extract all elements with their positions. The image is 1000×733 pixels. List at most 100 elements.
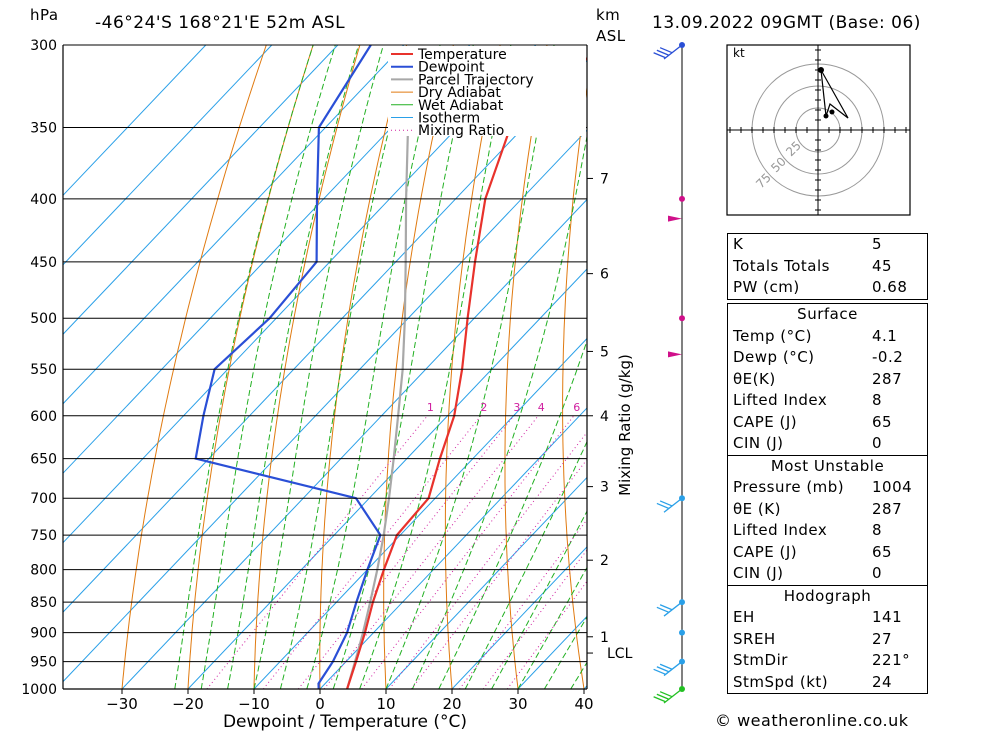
hodograph-row: SREH 27 — [728, 629, 927, 651]
isotherm-line — [253, 337, 587, 689]
hodograph-point — [818, 67, 824, 73]
pressure-tick-label: 900 — [30, 626, 57, 642]
asl-label: ASL — [596, 27, 626, 45]
most-unstable-title: Most Unstable — [770, 456, 885, 475]
pressure-tick-label: 450 — [30, 255, 57, 271]
isotherm-line — [63, 45, 339, 335]
pressure-tick-label: 400 — [30, 192, 57, 208]
surface-row: Temp (°C) 4.1 — [728, 326, 927, 348]
isotherm-line — [187, 268, 587, 689]
wind-barb — [663, 601, 683, 617]
hodograph-point — [823, 113, 829, 119]
index-row: Totals Totals 45 — [728, 256, 927, 278]
temperature-line — [346, 56, 587, 689]
x-tick-label: 30 — [508, 695, 527, 713]
most-unstable-value: 1004 — [872, 478, 913, 496]
pressure-tick-label: 1000 — [21, 682, 57, 698]
legend-entry: Wet Adiabat — [418, 98, 504, 114]
pressure-tick-label: 800 — [30, 563, 57, 579]
pressure-tick-label: 550 — [30, 362, 57, 378]
dry-adiabat-line — [504, 45, 548, 689]
mixing-ratio-value-label: 20 — [684, 401, 698, 414]
hodograph-table-title: Hodograph — [783, 586, 872, 605]
wind-barb-feather — [656, 606, 670, 613]
hodograph-label: StmSpd (kt) — [733, 672, 829, 691]
wind-barb — [663, 688, 683, 704]
x-tick-label: −10 — [238, 695, 270, 713]
km-tick-label: 7 — [600, 171, 609, 187]
km-tick-label: 2 — [600, 553, 609, 569]
hodograph-unit-label: kt — [733, 46, 745, 60]
x-tick-label: −20 — [172, 695, 204, 713]
wind-barb-feather — [659, 47, 673, 54]
mixing-ratio-value-label: 6 — [573, 401, 580, 414]
hodograph-point — [829, 109, 835, 115]
isotherm-line — [451, 546, 587, 689]
isotherm-line — [63, 45, 405, 405]
most-unstable-row: Lifted Index 8 — [728, 520, 927, 542]
hodograph-trace — [820, 69, 849, 119]
wind-barb-feather — [656, 666, 670, 673]
pressure-tick-label: 600 — [30, 409, 57, 425]
surface-value: 287 — [872, 369, 903, 388]
pressure-tick-label: 500 — [30, 311, 57, 327]
wind-barb-feather — [656, 502, 670, 510]
wet-adiabat-line — [174, 45, 314, 689]
surface-value: 8 — [872, 391, 883, 409]
mixing-ratio-line — [411, 458, 587, 689]
wind-barb-feather — [653, 668, 666, 675]
wet-adiabat-line — [200, 45, 336, 689]
most-unstable-label: CIN (J) — [733, 564, 784, 582]
wind-barb — [663, 44, 683, 60]
surface-label: CAPE (J) — [733, 412, 798, 431]
dry-adiabat-line — [673, 45, 716, 689]
wind-level-dot — [679, 629, 685, 636]
most-unstable-label: Pressure (mb) — [733, 478, 845, 496]
surface-value: 65 — [872, 412, 893, 431]
datetime-title: 13.09.2022 09GMT (Base: 06) — [652, 13, 921, 33]
legend-entry: Parcel Trajectory — [418, 72, 534, 88]
wind-barb-feather — [656, 693, 670, 700]
surface-label: Lifted Index — [733, 391, 828, 409]
wind-level-dot — [679, 195, 685, 202]
dry-adiabat-line — [444, 45, 501, 689]
surface-label: CIN (J) — [733, 434, 784, 452]
hodograph-row: StmDir 221° — [728, 650, 927, 672]
wet-adiabat-line — [517, 566, 587, 689]
x-tick-label: 40 — [574, 695, 593, 713]
surface-label: θE(K) — [733, 369, 776, 388]
most-unstable-label: θE (K) — [733, 499, 781, 518]
most-unstable-label: CAPE (J) — [733, 542, 798, 561]
isotherm-line — [121, 198, 587, 689]
wet-adiabat-line — [491, 510, 587, 689]
x-axis-label: Dewpoint / Temperature (°C) — [223, 712, 467, 732]
dry-adiabat-line — [968, 45, 1000, 689]
pressure-tick-label: 950 — [30, 655, 57, 671]
isotherm-line — [63, 129, 587, 683]
surface-value: 0 — [872, 434, 883, 452]
km-tick-label: 5 — [600, 344, 609, 360]
x-tick-label: 20 — [442, 695, 461, 713]
wind-barb — [663, 661, 683, 677]
wind-barb-feather — [653, 52, 666, 59]
wind-barb-feather — [653, 696, 666, 703]
index-label: K — [733, 235, 744, 253]
pressure-tick-label: 650 — [30, 452, 57, 468]
isotherm-line — [63, 45, 207, 197]
km-unit-label: km — [596, 6, 621, 24]
index-value: 45 — [872, 256, 893, 275]
legend-entry: Dewpoint — [418, 60, 485, 76]
mixing-ratio-value-label: 16 — [662, 401, 676, 414]
surface-value: -0.2 — [872, 348, 904, 366]
surface-row: CIN (J) 0 — [728, 433, 927, 455]
surface-row: CAPE (J) 65 — [728, 412, 927, 434]
dry-adiabat-line — [921, 45, 1000, 689]
index-label: Totals Totals — [733, 256, 830, 275]
mixing-ratio-value-label: 3 — [513, 401, 520, 414]
legend-entry: Mixing Ratio — [418, 123, 504, 139]
km-tick-label: 6 — [600, 267, 609, 283]
hodograph-label: SREH — [733, 629, 776, 648]
